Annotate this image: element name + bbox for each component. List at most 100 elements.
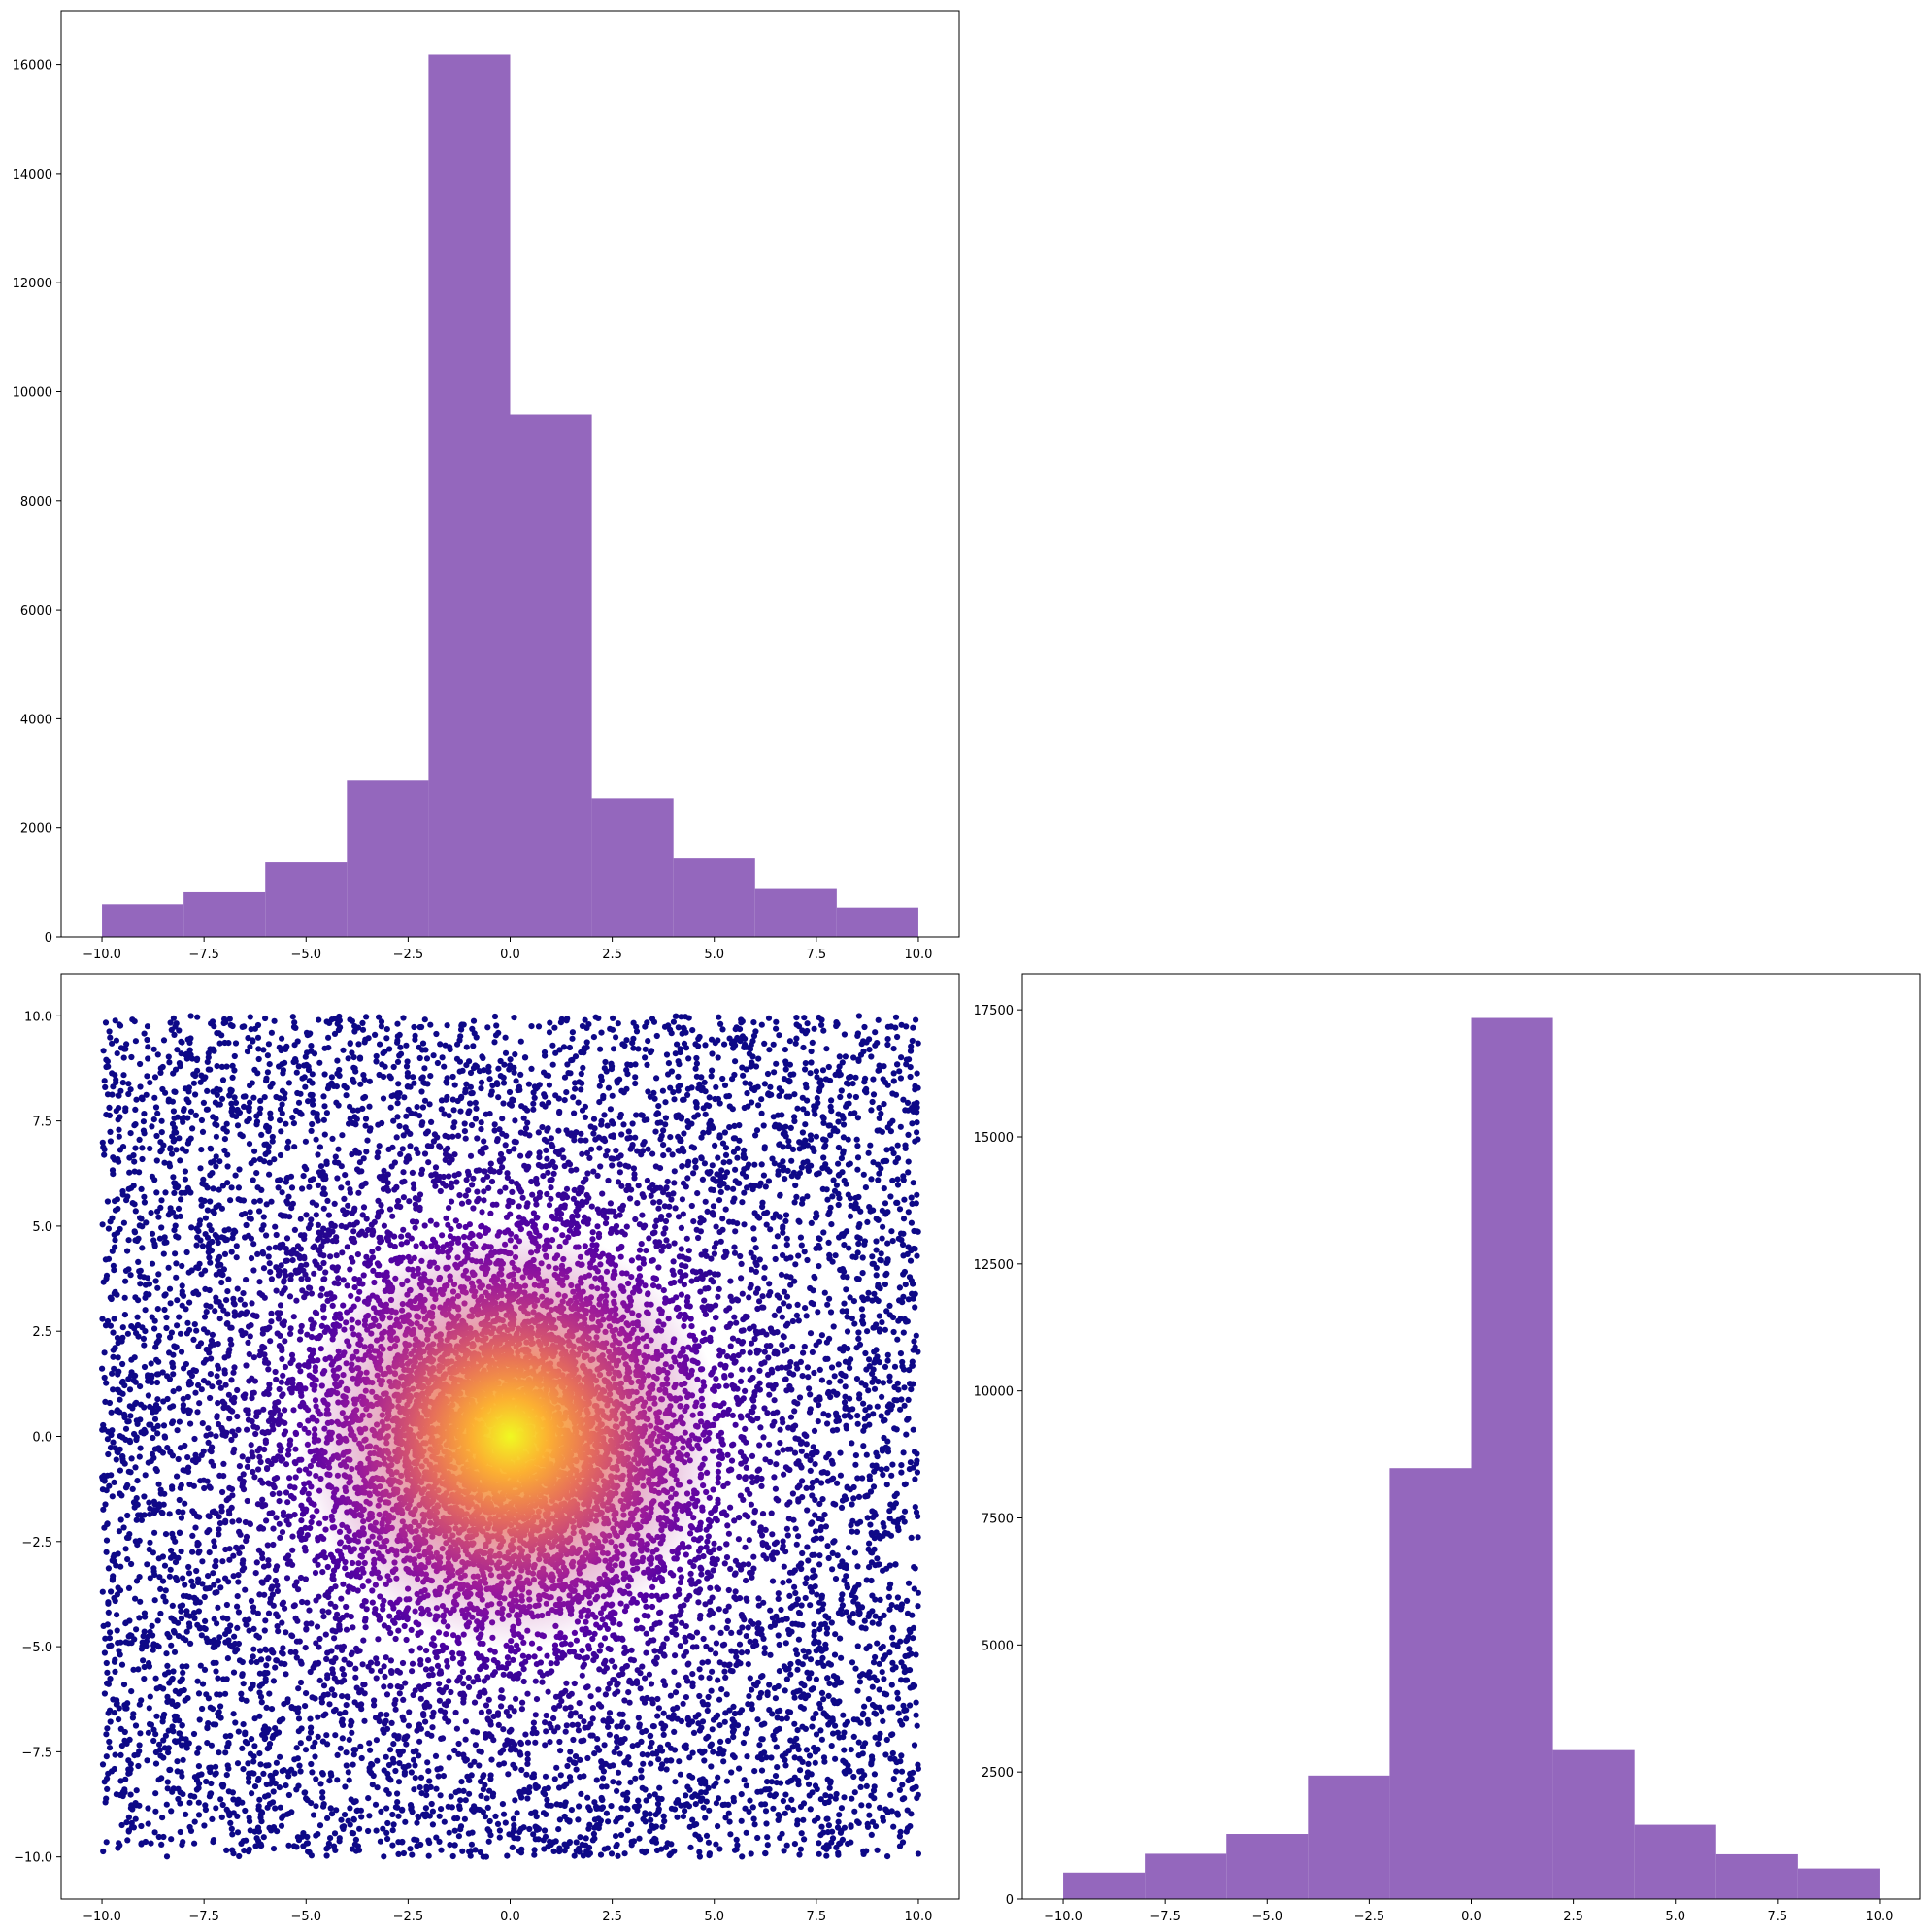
scatter-point [845,1136,851,1143]
scatter-point [236,1166,243,1173]
scatter-point [343,1092,350,1099]
scatter-point [359,1026,367,1033]
scatter-point [256,1796,263,1803]
scatter-point [127,1086,134,1093]
scatter-point [733,1836,740,1843]
scatter-point [805,1760,812,1767]
scatter-point [106,1112,113,1118]
scatter-point [204,1058,211,1065]
scatter-point [136,1574,143,1581]
scatter-point [663,1051,671,1058]
scatter-point [865,1696,873,1703]
scatter-point [201,1822,208,1829]
histogram-bar [510,414,592,937]
scatter-point [875,1620,882,1627]
scatter-point [739,1064,746,1071]
scatter-point [119,1080,126,1086]
scatter-point [466,1790,473,1797]
scatter-point [203,1691,210,1698]
scatter-point [246,1616,252,1623]
scatter-point [426,1101,433,1108]
scatter-point [878,1250,884,1257]
scatter-point [262,1676,269,1682]
scatter-point [422,1805,429,1812]
scatter-point [407,1846,414,1852]
scatter-point [649,1739,655,1747]
scatter-point [816,1087,823,1095]
scatter-point [716,1750,722,1757]
scatter-point [254,1824,262,1831]
scatter-point [419,1104,426,1111]
scatter-point [253,1835,260,1842]
scatter-point [758,1096,765,1103]
scatter-point [696,1853,704,1860]
scatter-point [321,1071,328,1078]
scatter-point [251,1743,258,1749]
scatter-point [139,1155,146,1163]
scatter-point [433,1785,440,1792]
scatter-point [818,1021,825,1028]
scatter-point [175,1205,183,1212]
scatter-point [315,1733,321,1740]
scatter-point [142,1429,149,1436]
scatter-point [150,1726,157,1733]
scatter-point [284,1696,291,1703]
scatter-point [165,1264,172,1271]
scatter-point [130,1152,137,1159]
scatter-point [192,1112,199,1118]
scatter-point [302,1138,309,1145]
scatter-point [261,1158,268,1165]
scatter-point [425,1768,432,1775]
scatter-point [590,1830,598,1837]
scatter-point [799,1723,806,1730]
scatter-point [134,1501,141,1508]
scatter-point [794,1666,801,1673]
scatter-point [226,1092,233,1099]
scatter-point [323,1160,330,1167]
scatter-point [610,1120,616,1127]
scatter-point [218,1205,225,1212]
scatter-point [872,1653,879,1661]
scatter-point [222,1749,229,1756]
scatter-point [113,1108,119,1115]
scatter-point [209,1706,216,1713]
scatter-point [855,1493,863,1500]
histogram-bar [183,891,266,937]
scatter-point [225,1637,232,1644]
scatter-point [123,1041,130,1048]
scatter-point [886,1508,893,1515]
scatter-point [246,1815,252,1821]
scatter-point [869,1260,876,1267]
scatter-point [799,1094,806,1101]
scatter-point [823,1339,831,1346]
scatter-point [265,1041,272,1048]
scatter-point [830,1177,837,1183]
scatter-point [223,1297,230,1304]
scatter-point [258,1131,265,1138]
scatter-point [141,1130,148,1137]
scatter-point [125,1418,132,1425]
scatter-point [501,1061,508,1068]
scatter-point [215,1604,221,1611]
scatter-point [561,1813,568,1820]
scatter-point [209,1331,216,1338]
scatter-point [604,1845,612,1851]
scatter-point [722,1710,729,1716]
scatter-point [824,1543,831,1549]
scatter-point [150,1647,156,1653]
scatter-point [426,1778,433,1784]
histogram-bar [428,54,511,937]
scatter-point [191,1818,198,1825]
scatter-point [775,1812,782,1818]
scatter-point [680,1700,686,1707]
scatter-point [481,1772,487,1779]
scatter-point [715,1795,722,1802]
scatter-point [173,1575,180,1582]
scatter-point [166,1163,174,1170]
scatter-point [873,1247,880,1253]
scatter-point [122,1546,129,1552]
scatter-point [136,1537,143,1544]
scatter-point [206,1349,213,1356]
scatter-point [838,1087,845,1094]
scatter-point [781,1663,788,1670]
